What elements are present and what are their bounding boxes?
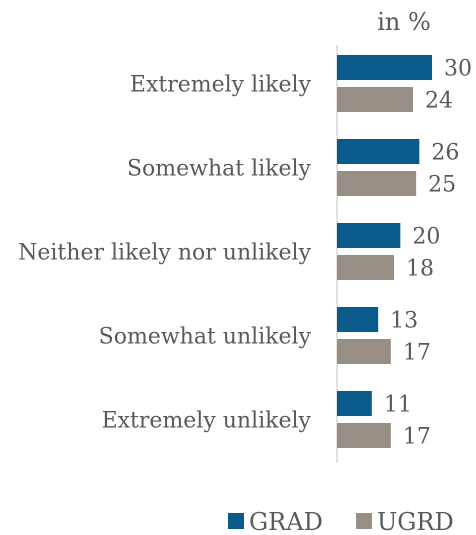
bar-grad-somewhat-likely	[337, 139, 420, 164]
value-labels: 30 24 26 25 20 18 13 17 11 17	[384, 57, 472, 450]
value-label-ugrd-extremely-likely: 24	[425, 89, 453, 114]
legend-label-grad: GRAD	[249, 508, 323, 535]
value-label-ugrd-somewhat-likely: 25	[428, 173, 456, 198]
legend-label-ugrd: UGRD	[377, 508, 454, 535]
bar-grad-somewhat-unlikely	[337, 307, 379, 332]
bar-grad-extremely-likely	[337, 55, 432, 80]
bar-ugrd-somewhat-unlikely	[337, 339, 391, 364]
legend: GRAD UGRD	[228, 508, 454, 535]
value-label-ugrd-somewhat-unlikely: 17	[403, 341, 431, 366]
category-label-somewhat-likely: Somewhat likely	[127, 157, 312, 182]
unit-label: in %	[377, 8, 431, 36]
legend-swatch-grad	[228, 513, 244, 529]
bar-ugrd-extremely-unlikely	[337, 423, 391, 448]
value-label-grad-extremely-likely: 30	[444, 57, 472, 82]
bar-grad-extremely-unlikely	[337, 391, 372, 416]
value-label-grad-neither-likely-nor-unlikely: 20	[412, 225, 440, 250]
category-label-extremely-unlikely: Extremely unlikely	[102, 409, 312, 434]
value-label-grad-extremely-unlikely: 11	[384, 393, 412, 418]
bar-ugrd-extremely-likely	[337, 87, 413, 112]
value-label-grad-somewhat-likely: 26	[431, 141, 459, 166]
value-label-ugrd-extremely-unlikely: 17	[403, 425, 431, 450]
category-label-neither-likely-nor-unlikely: Neither likely nor unlikely	[18, 241, 311, 266]
bar-ugrd-neither-likely-nor-unlikely	[337, 255, 394, 280]
legend-swatch-ugrd	[356, 513, 372, 529]
bar-grad-neither-likely-nor-unlikely	[337, 223, 401, 248]
bars	[337, 55, 432, 448]
category-label-extremely-likely: Extremely likely	[130, 73, 312, 98]
value-label-grad-somewhat-unlikely: 13	[390, 309, 418, 334]
category-label-somewhat-unlikely: Somewhat unlikely	[99, 325, 312, 350]
category-labels: Extremely likely Somewhat likely Neither l…	[18, 73, 311, 434]
bar-ugrd-somewhat-likely	[337, 171, 417, 196]
value-label-ugrd-neither-likely-nor-unlikely: 18	[406, 257, 434, 282]
